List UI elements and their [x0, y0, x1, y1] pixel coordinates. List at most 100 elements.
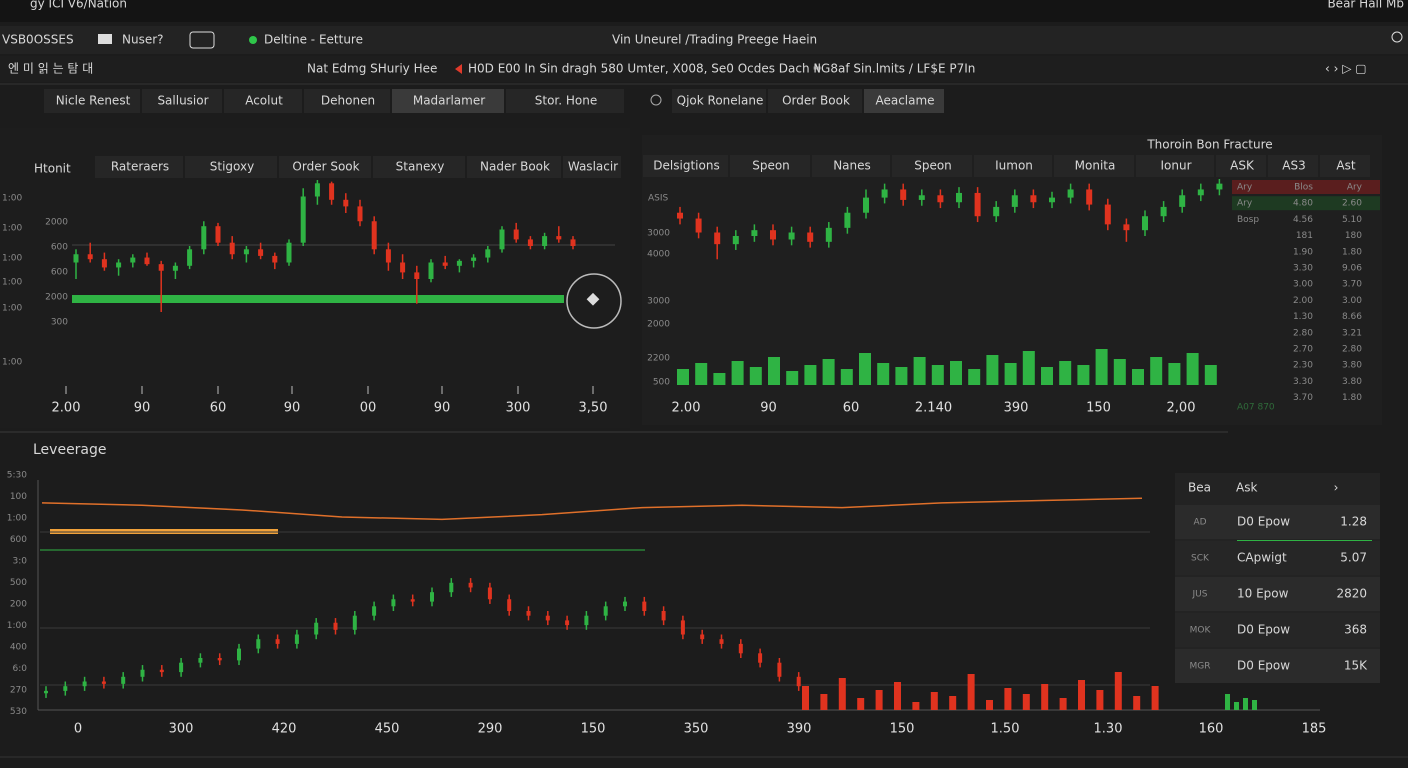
- candle-body: [217, 658, 222, 661]
- tab-label[interactable]: Stigoxy: [210, 160, 254, 174]
- tab-label[interactable]: Nanes: [833, 159, 871, 173]
- tab[interactable]: [224, 89, 302, 113]
- search-icon[interactable]: [1391, 31, 1403, 43]
- tab[interactable]: [44, 89, 140, 113]
- tab-label[interactable]: Rateraers: [111, 160, 169, 174]
- book-cell: 2.70: [1293, 345, 1313, 355]
- tab-label[interactable]: AS3: [1282, 159, 1305, 173]
- tab[interactable]: [1216, 155, 1266, 177]
- tab-label[interactable]: Ionur: [1160, 159, 1191, 173]
- tab[interactable]: [304, 89, 390, 113]
- tick-label: 90: [284, 401, 301, 416]
- tab[interactable]: [892, 155, 972, 177]
- volume-bar: [912, 702, 920, 710]
- tab-label[interactable]: Qjok Ronelane: [677, 94, 764, 108]
- status-dot: [249, 36, 257, 44]
- tab-label[interactable]: Speon: [752, 159, 790, 173]
- tab-label[interactable]: Stor. Hone: [535, 94, 597, 108]
- tab[interactable]: [373, 156, 465, 178]
- tab-label[interactable]: Stanexy: [396, 160, 445, 174]
- candle-body: [172, 265, 178, 271]
- tab[interactable]: [1136, 155, 1214, 177]
- tick-label: 1:00: [2, 254, 22, 264]
- tab-label[interactable]: Nader Book: [480, 160, 550, 174]
- tab-label[interactable]: Dehonen: [321, 94, 375, 108]
- book-cell: 3.00: [1293, 280, 1313, 290]
- tab[interactable]: [1054, 155, 1134, 177]
- tab-label[interactable]: Order Sook: [292, 160, 359, 174]
- order-row[interactable]: [1175, 613, 1380, 647]
- order-row[interactable]: [1175, 505, 1380, 539]
- tab[interactable]: [142, 89, 222, 113]
- volume-bar: [838, 678, 846, 710]
- tab-label[interactable]: Ast: [1336, 159, 1355, 173]
- tab[interactable]: [812, 155, 890, 177]
- candle-body: [237, 648, 241, 661]
- order-row[interactable]: [1175, 577, 1380, 611]
- tab[interactable]: [95, 156, 183, 178]
- volume-bar: [1204, 365, 1217, 385]
- search-tab-icon[interactable]: [650, 94, 662, 106]
- tab[interactable]: [1268, 155, 1318, 177]
- candle-body: [542, 236, 548, 246]
- user[interactable]: Nuser?: [122, 33, 164, 47]
- tab[interactable]: [864, 89, 944, 113]
- tick-label: 390: [1004, 401, 1029, 416]
- tab-label[interactable]: Delsigtions: [653, 159, 719, 173]
- candle-body: [584, 615, 589, 626]
- tab-label[interactable]: Sallusior: [157, 94, 208, 108]
- tab[interactable]: [185, 156, 277, 178]
- candle-body: [570, 239, 576, 246]
- tab-label[interactable]: Nicle Renest: [56, 94, 131, 108]
- tab-label[interactable]: ASK: [1230, 159, 1255, 173]
- candle-body: [201, 226, 207, 250]
- tab-label[interactable]: Madarlamer: [413, 94, 485, 108]
- tick-label: 6:0: [13, 664, 28, 674]
- order-next[interactable]: ›: [1334, 481, 1339, 495]
- book-cell: 1.80: [1342, 247, 1362, 257]
- volume-bar: [1150, 357, 1163, 385]
- tick-label: 600: [10, 535, 27, 545]
- tick-label: 2000: [45, 293, 68, 303]
- volume-bar: [1022, 694, 1030, 710]
- symbol[interactable]: VSB0OSSES: [2, 33, 74, 47]
- tab[interactable]: [563, 156, 621, 178]
- tab[interactable]: [672, 89, 766, 113]
- volume-bar: [802, 686, 809, 710]
- tab-label[interactable]: Waslacir: [568, 160, 618, 174]
- tick-label: 390: [787, 722, 812, 737]
- candle-body: [937, 195, 944, 203]
- candle-body: [372, 606, 377, 616]
- tab-label[interactable]: Monita: [1075, 159, 1116, 173]
- tab[interactable]: [974, 155, 1052, 177]
- candle-body: [159, 669, 164, 673]
- order-cell: 1.28: [1340, 515, 1367, 529]
- candle-body: [468, 582, 473, 588]
- tab-label[interactable]: Order Book: [782, 94, 850, 108]
- tab[interactable]: [392, 89, 504, 113]
- toggle-icon[interactable]: [189, 31, 215, 49]
- candle-body: [1011, 195, 1018, 207]
- candle-body: [1067, 189, 1074, 198]
- tab-label[interactable]: Speon: [914, 159, 952, 173]
- tab-label[interactable]: Aeaclame: [875, 94, 934, 108]
- candle-body: [187, 249, 193, 266]
- tab[interactable]: [506, 89, 624, 113]
- tick-label: 3000: [647, 229, 670, 239]
- tab-label[interactable]: Acolut: [245, 94, 283, 108]
- tab[interactable]: [730, 155, 810, 177]
- tab[interactable]: [643, 155, 728, 177]
- candle-body: [527, 239, 533, 246]
- tab[interactable]: [1320, 155, 1370, 177]
- order-row[interactable]: [1175, 541, 1380, 575]
- nav-controls[interactable]: ‹ › ▷ ▢: [1325, 62, 1367, 76]
- tab-label[interactable]: Iumon: [995, 159, 1033, 173]
- order-row[interactable]: [1175, 649, 1380, 683]
- tab[interactable]: [279, 156, 371, 178]
- book-cell: 181: [1296, 231, 1313, 241]
- tab[interactable]: [768, 89, 862, 113]
- candle-body: [680, 620, 685, 635]
- chart-handle[interactable]: [566, 273, 622, 329]
- tab[interactable]: [467, 156, 561, 178]
- order-cell: CApwigt: [1237, 551, 1287, 565]
